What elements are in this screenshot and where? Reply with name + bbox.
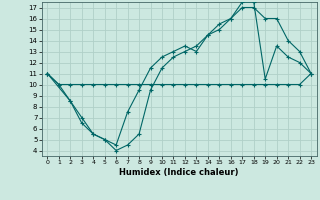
X-axis label: Humidex (Indice chaleur): Humidex (Indice chaleur)	[119, 168, 239, 177]
